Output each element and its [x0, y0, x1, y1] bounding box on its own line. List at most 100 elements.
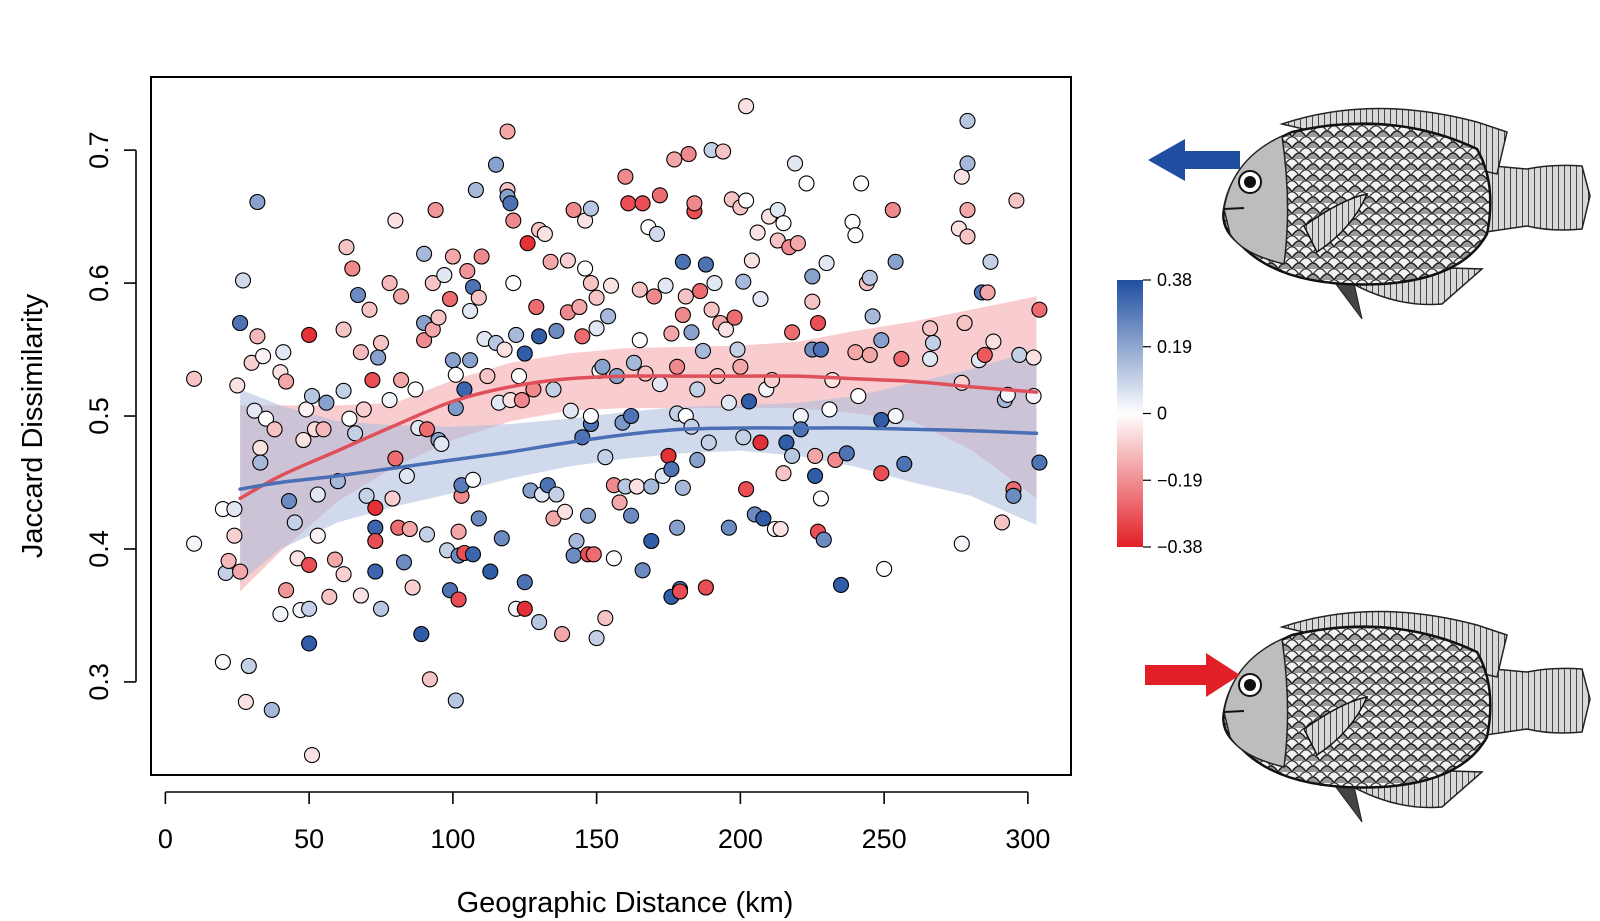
- scatter-point: [674, 253, 691, 270]
- colorbar-tick-label: −0.38: [1157, 537, 1203, 557]
- scatter-point: [556, 503, 574, 520]
- scatter-point: [752, 290, 769, 308]
- x-tick-label: 300: [1005, 824, 1050, 854]
- scatter-point: [229, 377, 246, 394]
- scatter-point: [505, 275, 522, 292]
- scatter-point: [341, 410, 358, 427]
- confidence-band-1: [240, 349, 1037, 583]
- scatter-point: [416, 245, 433, 262]
- scatter-point: [798, 175, 815, 192]
- scatter-point: [605, 550, 622, 567]
- scatter-point: [625, 354, 643, 371]
- scatter-point: [355, 401, 372, 418]
- scatter-point: [873, 465, 890, 482]
- scatter-point: [531, 614, 548, 631]
- scatter-point: [602, 277, 620, 294]
- fish-illustration-top: [1222, 107, 1591, 320]
- scatter-point: [424, 275, 441, 292]
- x-tick-label: 200: [718, 824, 763, 854]
- scatter-point: [263, 701, 280, 718]
- scatter-point: [752, 434, 769, 451]
- scatter-point: [416, 332, 433, 349]
- scatter-point: [643, 478, 660, 495]
- scatter-point: [832, 576, 850, 593]
- scatter-point: [249, 193, 266, 211]
- scatter-point: [772, 520, 789, 538]
- scatter-point: [545, 381, 562, 398]
- scatter-point: [953, 535, 970, 552]
- scatter-point: [372, 334, 390, 351]
- scatter-point: [427, 201, 444, 219]
- scatter-point: [226, 527, 243, 544]
- scatter-point: [459, 263, 476, 280]
- scatter-point: [674, 306, 691, 324]
- scatter-point: [186, 535, 203, 552]
- scatter-point: [528, 298, 545, 316]
- scatter-point: [1005, 487, 1022, 504]
- scatter-point: [401, 520, 418, 538]
- fit-line-0: [238, 374, 1039, 501]
- scatter-point: [393, 288, 410, 305]
- scatter-point: [444, 248, 461, 265]
- scatter-point: [338, 239, 355, 256]
- scatter-point: [232, 563, 249, 580]
- scatter-point: [220, 552, 237, 569]
- fish-drawing: [1222, 107, 1591, 320]
- scatter-point: [303, 747, 321, 764]
- scatter-point: [1025, 349, 1042, 366]
- scatter-point: [631, 281, 648, 298]
- scatter-point: [574, 328, 591, 345]
- scatter-point: [444, 352, 461, 369]
- scatter-point: [993, 514, 1011, 531]
- scatter-point: [542, 253, 559, 270]
- scatter-point: [775, 215, 792, 232]
- scatter-point: [588, 630, 605, 647]
- scatter-point: [663, 325, 680, 342]
- scatter-point: [516, 345, 533, 362]
- scatter-point: [349, 286, 367, 304]
- scatter-point: [447, 692, 464, 709]
- x-tick-label: 250: [862, 824, 907, 854]
- scatter-point: [298, 401, 315, 418]
- scatter-point: [789, 235, 806, 252]
- scatter-point: [677, 288, 694, 305]
- scatter-point: [683, 418, 700, 435]
- scatter-point: [344, 260, 361, 277]
- scatter-point: [347, 425, 364, 442]
- scatter-point: [769, 201, 786, 219]
- scatter-point: [804, 268, 821, 285]
- scatter-point: [255, 348, 272, 365]
- y-tick-label: 0.6: [84, 264, 114, 302]
- scatter-point: [692, 283, 709, 300]
- scatter-point: [623, 507, 640, 524]
- scatter-point: [671, 583, 689, 600]
- scatter-point: [309, 486, 326, 503]
- scatter-point: [847, 344, 864, 361]
- scatter-point: [309, 527, 326, 544]
- scatter-point: [738, 481, 755, 498]
- y-tick-label: 0.5: [84, 397, 114, 435]
- scatter-point: [505, 212, 522, 229]
- scatter-point: [838, 445, 855, 462]
- scatter-point: [252, 439, 269, 456]
- scatter-point: [637, 365, 654, 382]
- scatter-point: [749, 224, 766, 241]
- scatter-point: [280, 493, 298, 510]
- scatter-point: [487, 156, 505, 173]
- colorbar-gradient: [1117, 280, 1143, 547]
- scatter-point: [643, 532, 660, 550]
- scatter-point: [680, 146, 697, 163]
- scatter-point: [395, 554, 413, 571]
- scatter-point: [278, 582, 295, 599]
- scatter-point: [393, 372, 410, 389]
- scatter-point: [959, 155, 976, 172]
- scatter-point: [536, 225, 553, 242]
- scatter-point: [237, 693, 254, 710]
- scatter-point: [367, 532, 384, 550]
- scatter-point: [818, 255, 835, 272]
- colorbar-tick-label: 0.38: [1157, 270, 1192, 290]
- scatter-point: [775, 465, 792, 482]
- scatter-point: [295, 431, 312, 449]
- scatter-point: [335, 566, 352, 583]
- scatter-point: [1008, 192, 1025, 209]
